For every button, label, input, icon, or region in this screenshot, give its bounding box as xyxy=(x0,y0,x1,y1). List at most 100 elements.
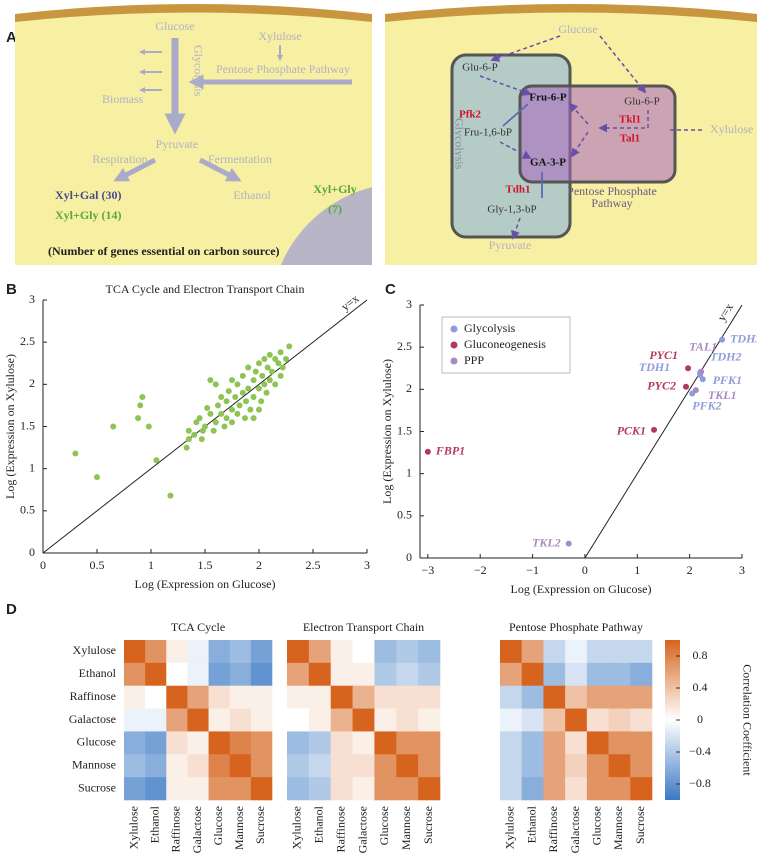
heatmap-cell xyxy=(586,777,609,801)
heatmap-cell xyxy=(287,640,310,664)
x-tick-label: Mannose xyxy=(399,806,413,850)
point xyxy=(256,360,262,367)
x-tick-label: Raffinose xyxy=(169,806,183,852)
heatmap-cell xyxy=(166,640,188,664)
heatmap-cell xyxy=(418,708,441,732)
legend-label: Glycolysis xyxy=(464,321,516,335)
point xyxy=(256,406,262,413)
heatmap-cell xyxy=(308,777,332,801)
arrow xyxy=(113,157,157,182)
heatmap-cell xyxy=(608,662,631,687)
point xyxy=(286,343,293,350)
heatmap-cell xyxy=(287,754,310,778)
heatmap-cell xyxy=(521,731,544,755)
point xyxy=(699,376,706,383)
heatmap-cell xyxy=(229,640,252,664)
label: Glucose xyxy=(558,22,597,36)
heatmap-cell xyxy=(608,754,631,778)
y-tick-label: Sucrose xyxy=(78,780,116,794)
arrow xyxy=(599,35,647,94)
point xyxy=(236,402,243,409)
y-tick-label: Glucose xyxy=(77,735,116,749)
heatmap-cell xyxy=(352,662,375,687)
label: Pentose Phosphate Pathway xyxy=(216,62,350,76)
y-tick-label: 2 xyxy=(29,376,35,390)
heatmap-cell xyxy=(543,731,566,755)
heatmap-cell xyxy=(187,731,209,755)
heatmap-cell xyxy=(145,731,167,755)
x-tick-label: Sucrose xyxy=(253,806,267,844)
label: Glu-6-P xyxy=(624,96,659,108)
heatmap-cell xyxy=(308,731,332,755)
heatmap-cell xyxy=(521,662,544,687)
point xyxy=(234,381,241,388)
heatmap-cell xyxy=(145,685,167,709)
y-tick-label: 1.5 xyxy=(397,423,412,437)
point-label: PCK1 xyxy=(617,424,646,438)
label: Fru-6-P xyxy=(529,92,567,104)
point-label: PYC1 xyxy=(649,348,678,362)
point xyxy=(110,423,117,430)
y-tick-label: 0.5 xyxy=(20,503,35,517)
point xyxy=(277,372,284,379)
heatmap-cell xyxy=(543,777,566,801)
heatmap-cell xyxy=(608,777,631,801)
heatmap-cell xyxy=(396,662,419,687)
heatmap-cell xyxy=(229,777,252,801)
legend-marker xyxy=(450,341,458,349)
point xyxy=(250,377,257,384)
label: Tal1 xyxy=(620,133,640,145)
point xyxy=(682,383,689,390)
point xyxy=(256,385,262,392)
point xyxy=(261,356,268,363)
x-tick-label: −1 xyxy=(526,563,539,577)
heatmap-cell xyxy=(145,662,167,687)
heatmap-cell xyxy=(124,731,146,755)
point xyxy=(259,372,266,379)
point xyxy=(139,393,146,400)
heatmap-cell xyxy=(500,640,523,664)
cell-left xyxy=(15,0,372,265)
point xyxy=(277,349,284,356)
x-axis-label: Log (Expression on Glucose) xyxy=(135,577,276,591)
label: Xyl+Gly (14) xyxy=(55,208,122,222)
point-label: PFK1 xyxy=(713,373,742,387)
heatmap-cell xyxy=(145,754,167,778)
point xyxy=(218,393,225,400)
arrow xyxy=(490,35,561,62)
y-axis-label: Log (Expression on Xylulose) xyxy=(3,354,17,499)
point xyxy=(225,388,232,395)
x-tick-label: 1 xyxy=(634,563,640,577)
point xyxy=(247,406,254,413)
heatmap-cell xyxy=(124,640,146,664)
heatmap-cell xyxy=(330,731,353,755)
point xyxy=(185,436,192,443)
caption: (Number of genes essential on carbon sou… xyxy=(48,244,280,258)
label: Xylulose xyxy=(710,122,753,136)
heatmap-cell xyxy=(208,754,231,778)
heatmap-cell xyxy=(187,708,209,732)
y-tick-label: Raffinose xyxy=(70,689,116,703)
arrow xyxy=(511,217,521,240)
heatmap-cell xyxy=(124,708,146,732)
point xyxy=(207,410,214,417)
x-tick-label: Ethanol xyxy=(147,805,161,843)
heatmap-cell xyxy=(500,777,523,801)
point xyxy=(692,387,699,394)
heatmap-cell xyxy=(543,640,566,664)
heatmap-cell xyxy=(374,685,397,709)
label: Gly-1,3-bP xyxy=(487,204,536,216)
point xyxy=(145,423,152,430)
arrow xyxy=(499,141,532,159)
ppp-box xyxy=(518,84,677,184)
heatmap-cell xyxy=(208,777,231,801)
arrow xyxy=(568,102,589,125)
x-tick-label: Xylulose xyxy=(126,806,140,849)
heatmap-cell xyxy=(543,685,566,709)
heatmap-cell xyxy=(330,708,353,732)
heatmap-cell xyxy=(352,731,375,755)
y-tick-label: 1.5 xyxy=(20,418,35,432)
point xyxy=(245,364,252,371)
heatmap-cell xyxy=(630,685,653,709)
y-tick-label: 3 xyxy=(406,297,412,311)
